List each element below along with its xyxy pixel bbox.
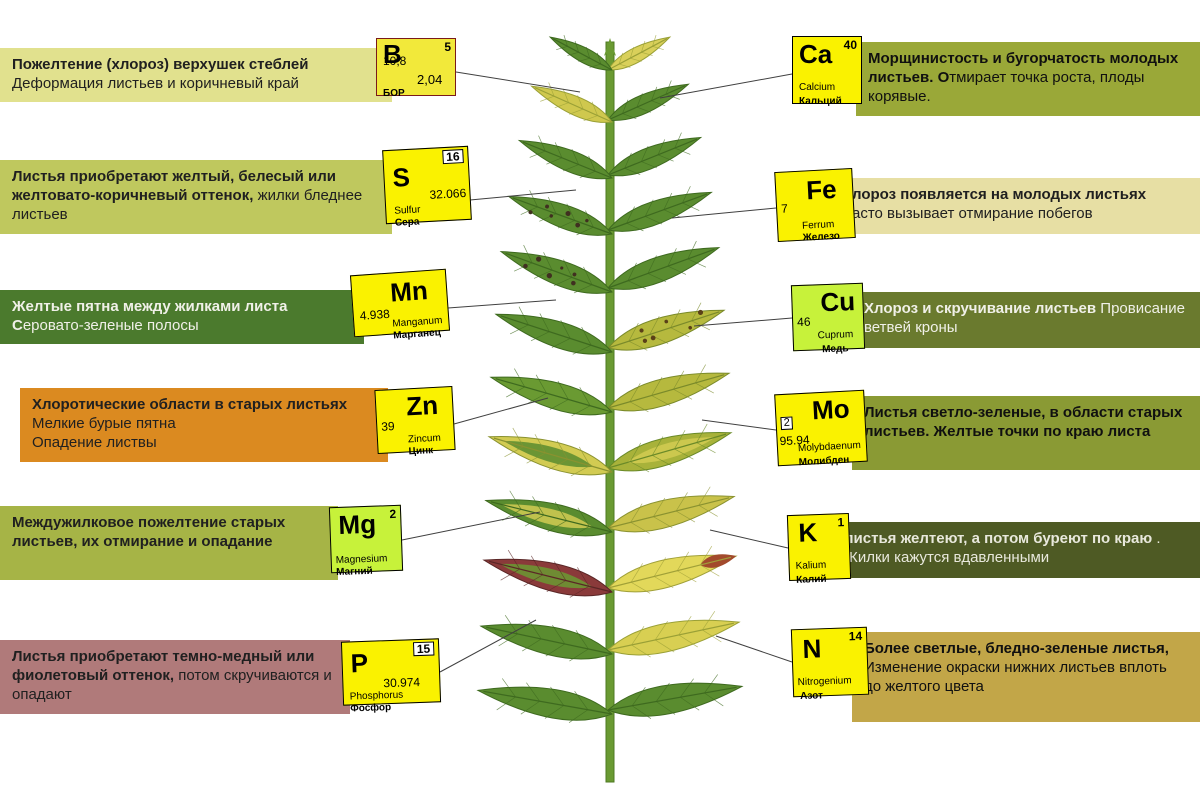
element-tile-fe: 7 Fe FerrumЖелезо bbox=[774, 168, 856, 242]
tile-symbol: Cu bbox=[820, 288, 856, 315]
element-tile-p: 1530.974PPhosphorusФосфор bbox=[341, 638, 441, 705]
tile-russian: Медь bbox=[822, 344, 849, 355]
element-tile-cu: 46CuCuprumМедь bbox=[791, 283, 865, 351]
tile-number: 16 bbox=[442, 149, 464, 164]
tile-mass2: 2 bbox=[780, 416, 793, 430]
tile-russian: Фосфор bbox=[350, 703, 391, 714]
deficiency-panel-fe: Хлороз появляется на молодых листьях Час… bbox=[830, 178, 1200, 234]
tile-russian: Цинк bbox=[408, 446, 433, 457]
element-tile-s: 1632.066SSulfurСера bbox=[382, 146, 472, 224]
tile-number: 15 bbox=[413, 641, 435, 656]
tile-mass: 7 bbox=[781, 202, 788, 214]
element-tile-n: 14NNitrogeniumАзот bbox=[791, 627, 869, 698]
element-tile-mn: 4.938MnManganumМарганец bbox=[350, 269, 450, 338]
panel-bold: Хлоротические области в старых листьях bbox=[32, 396, 347, 413]
tile-mass: 46 bbox=[797, 316, 811, 328]
tile-number: 1 bbox=[837, 516, 844, 528]
tile-number: 40 bbox=[844, 39, 857, 51]
deficiency-panel-n: Более светлые, бледно-зеленые листья, Из… bbox=[852, 632, 1200, 722]
panel-bold: Хлороз появляется на молодых листьях bbox=[842, 186, 1146, 203]
deficiency-panel-s: Листья приобретают желтый, белесый или ж… bbox=[0, 160, 392, 234]
panel-bold: листья желтеют, а потом буреют по краю bbox=[844, 530, 1152, 547]
tile-mass: 4.938 bbox=[359, 308, 390, 322]
tile-russian: Кальций bbox=[799, 97, 842, 107]
tile-latin: Ferrum bbox=[802, 220, 835, 232]
panel-bold: Пожелтение (хлороз) верхушек стеблей bbox=[12, 56, 308, 73]
panel-bold: Междужилковое пожелтение старых листьев,… bbox=[12, 514, 285, 550]
panel-rest: Опадение листвы bbox=[32, 434, 157, 451]
deficiency-diagram: { "canvas":{"width":1200,"height":800,"b… bbox=[0, 0, 1200, 800]
tile-symbol: N bbox=[802, 635, 822, 662]
tile-number: 5 bbox=[444, 41, 451, 53]
tile-number: 2 bbox=[389, 508, 396, 520]
tile-symbol: K bbox=[798, 519, 818, 546]
tile-symbol: Fe bbox=[806, 176, 838, 204]
deficiency-panel-zn: Хлоротические области в старых листьях М… bbox=[20, 388, 388, 462]
deficiency-panel-p: Листья приобретают темно-медный или фиол… bbox=[0, 640, 350, 714]
tile-latin: Cuprum bbox=[817, 330, 853, 341]
element-tile-k: 1KKaliumКалий bbox=[787, 513, 851, 581]
tile-number: 14 bbox=[849, 630, 863, 642]
tile-latin: Nitrogenium bbox=[798, 676, 852, 688]
deficiency-panel-ca: Морщинистость и бугорчатость молодых лис… bbox=[856, 42, 1200, 116]
tile-symbol: Mn bbox=[389, 277, 428, 306]
tile-russian: Молибден bbox=[799, 456, 850, 469]
tile-latin: Molybdaenum bbox=[798, 441, 861, 454]
tile-mass: 32.066 bbox=[429, 187, 466, 201]
tile-russian: Азот bbox=[800, 691, 823, 702]
tile-russian: Калий bbox=[796, 575, 827, 586]
tile-symbol: P bbox=[350, 650, 368, 677]
tile-latin: Kalium bbox=[796, 561, 827, 572]
panel-bold: Хлороз и скручивание листьев bbox=[864, 300, 1096, 317]
tile-russian: Сера bbox=[395, 217, 420, 228]
tile-mass: 30.974 bbox=[383, 676, 420, 689]
deficiency-panel-cu: Хлороз и скручивание листьев Провисание … bbox=[852, 292, 1200, 348]
tile-latin: Calcium bbox=[799, 83, 835, 93]
tile-russian: БОР bbox=[383, 89, 405, 99]
deficiency-panel-b: Пожелтение (хлороз) верхушек стеблей Деф… bbox=[0, 48, 392, 102]
element-tile-b: 510,82,04BБОР bbox=[376, 38, 456, 96]
panel-bold: Желтые пятна между жилками листа bbox=[12, 298, 287, 315]
tile-extra: 2,04 bbox=[417, 73, 442, 86]
deficiency-panel-k: листья желтеют, а потом буреют по краю .… bbox=[832, 522, 1200, 578]
tile-symbol: Mg bbox=[338, 511, 376, 538]
element-tile-mg: 2MgMagnesiumМагний bbox=[329, 505, 403, 573]
panel-rest: Изменение окраски нижних листьев вплоть … bbox=[864, 659, 1167, 695]
tile-symbol: Zn bbox=[406, 392, 439, 420]
panel-rest: Часто вызывает отмирание побегов bbox=[842, 205, 1093, 222]
tile-latin: Magnesium bbox=[336, 554, 388, 566]
deficiency-panel-mg: Междужилковое пожелтение старых листьев,… bbox=[0, 506, 338, 580]
element-tile-zn: 39 Zn ZincumЦинк bbox=[374, 386, 455, 454]
tile-russian: Железо bbox=[802, 232, 840, 244]
plant-illustration bbox=[430, 30, 790, 790]
panel-rest: Деформация листьев и коричневый край bbox=[12, 75, 299, 92]
panel-rest: Мелкие бурые пятна bbox=[32, 415, 176, 432]
element-tile-mo: 95.942MoMolybdaenumМолибден bbox=[774, 390, 868, 467]
tile-symbol: B bbox=[383, 41, 402, 67]
tile-symbol: S bbox=[392, 164, 411, 191]
element-tile-ca: 40 Ca Calcium Кальций bbox=[792, 36, 862, 104]
tile-mass: 39 bbox=[381, 420, 395, 433]
panel-bold: Листья светло-зеленые, в области старых … bbox=[864, 404, 1182, 440]
tile-latin: Phosphorus bbox=[350, 691, 404, 703]
panel-rest: еровато-зеленые полосы bbox=[23, 317, 199, 334]
tile-latin: Sulfur bbox=[394, 205, 421, 216]
tile-symbol: Ca bbox=[799, 41, 832, 67]
deficiency-panel-mo: Листья светло-зеленые, в области старых … bbox=[852, 396, 1200, 470]
tile-latin: Zincum bbox=[408, 434, 441, 446]
tile-russian: Магний bbox=[336, 567, 373, 578]
deficiency-panel-mn: Желтые пятна между жилками листа Сероват… bbox=[0, 290, 364, 344]
tile-symbol: Mo bbox=[811, 395, 850, 423]
panel-bold: Более светлые, бледно-зеленые листья, bbox=[864, 640, 1169, 657]
